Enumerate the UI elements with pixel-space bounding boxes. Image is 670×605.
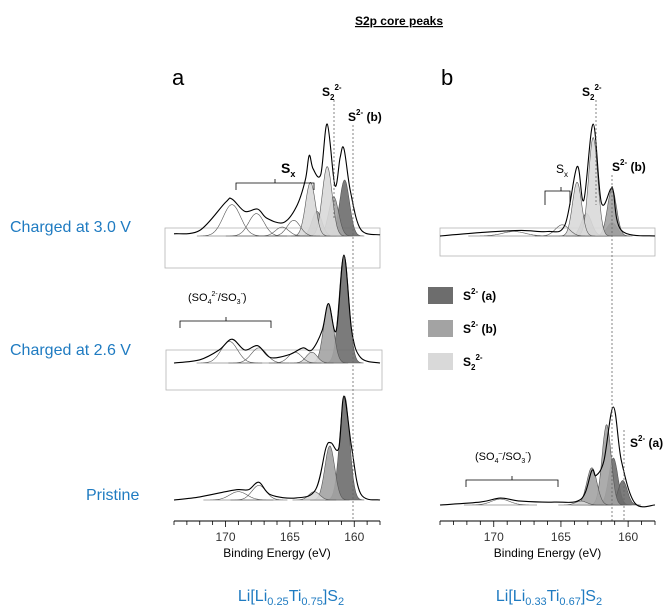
legend-swatch-s22	[428, 353, 453, 370]
component-peak	[558, 500, 604, 506]
legend-swatch-s2a	[428, 287, 453, 304]
legend-label-s2b: S2- (b)	[463, 320, 497, 336]
annot-s2b-b: S2- (b)	[612, 158, 646, 174]
legend-label-s2a: S2- (a)	[463, 287, 496, 303]
component-peak	[463, 498, 537, 506]
x-tick-label: 165	[551, 530, 571, 544]
bracket-sx-b	[544, 187, 571, 205]
bracket-sulfate-a	[179, 317, 272, 328]
row-label-charged-30: Charged at 3.0 V	[10, 219, 131, 236]
annot-sx-a: Sx	[281, 160, 295, 179]
annot-sulfate-a: (SO42-/SO3-)	[188, 291, 247, 306]
composition-b: Li[Li0.33Ti0.67]S2	[496, 588, 602, 605]
spectrum-a-1	[165, 254, 383, 391]
legend: S2- (a) S2- (b) S22-	[428, 287, 497, 372]
component-peak	[196, 204, 267, 237]
axes-layer: 170 165 160 Binding Energy (eV) 170 165 160 Bin…	[173, 520, 656, 560]
legend-swatch-s2b	[428, 320, 453, 337]
component-peak	[225, 213, 287, 237]
x-tick-label: 160	[344, 530, 364, 544]
baseline-box	[164, 227, 381, 269]
component-peak	[468, 231, 560, 237]
envelope-line	[173, 123, 381, 236]
row-label-charged-26: Charged at 2.6 V	[10, 342, 131, 359]
spectrum-b-0	[439, 123, 656, 257]
spectrum-a-2	[173, 395, 381, 501]
component-peak	[558, 181, 596, 237]
panel-label-a: a	[172, 65, 185, 90]
spectrum-a-0	[164, 123, 381, 269]
spectrum-b-1	[439, 406, 656, 508]
annot-s2a-b: S2- (a)	[630, 434, 663, 450]
panel-label-b: b	[441, 65, 453, 90]
x-tick-label: 165	[280, 530, 300, 544]
x-tick-label: 170	[215, 530, 235, 544]
annot-sulfate-b: (SO4–/SO3-)	[475, 450, 531, 465]
x-tick-label: 170	[484, 530, 504, 544]
bracket-sulfate-b	[465, 476, 559, 487]
x-tick-label: 160	[618, 530, 638, 544]
row-label-pristine: Pristine	[86, 487, 139, 504]
baseline-box	[439, 227, 656, 257]
component-peak	[230, 485, 288, 501]
legend-label-s22: S22-	[463, 353, 483, 372]
component-peak	[196, 341, 263, 364]
baseline-box	[165, 349, 383, 391]
envelope-line	[439, 123, 656, 237]
envelope-line	[173, 395, 381, 501]
figure-title: S2p core peaks	[355, 14, 443, 28]
composition-a: Li[Li0.25Ti0.75]S2	[238, 588, 344, 605]
envelope-line	[439, 406, 656, 508]
component-peak	[289, 351, 334, 364]
spectra-layer	[164, 123, 656, 508]
x-axis-title-a: Binding Energy (eV)	[223, 546, 330, 560]
component-peak	[203, 491, 274, 501]
annot-s2b-a: S2- (b)	[348, 108, 382, 124]
annot-sx-b: Sx	[556, 162, 568, 179]
x-axis-title-b: Binding Energy (eV)	[494, 546, 601, 560]
annot-s22-b: S22-	[582, 83, 602, 102]
component-peak	[228, 347, 290, 364]
annot-s22-a: S22-	[322, 83, 342, 102]
envelope-line	[173, 254, 381, 364]
bracket-sx-a	[235, 179, 315, 190]
